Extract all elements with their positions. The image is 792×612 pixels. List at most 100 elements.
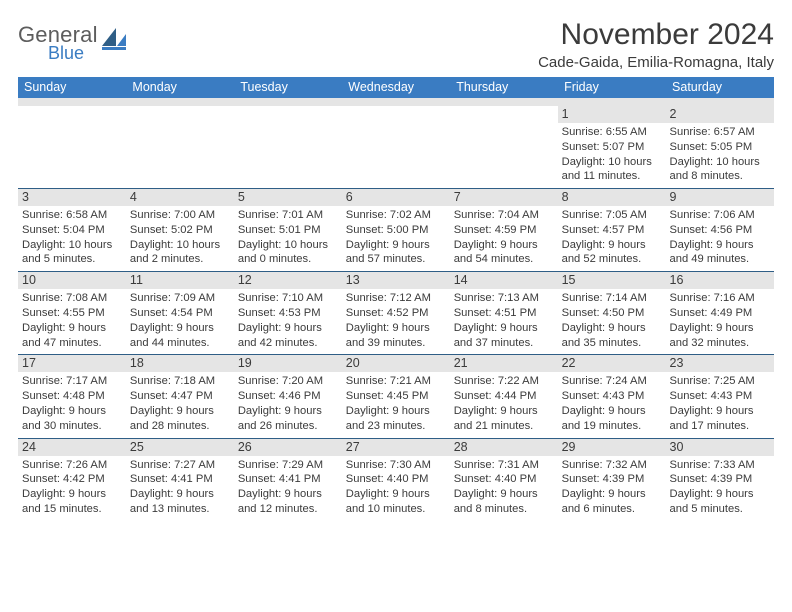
- daylight-text: Daylight: 9 hours and 54 minutes.: [454, 238, 554, 268]
- daylight-text: Daylight: 9 hours and 49 minutes.: [670, 238, 770, 268]
- daylight-text: Daylight: 9 hours and 13 minutes.: [130, 487, 230, 517]
- sunset-text: Sunset: 4:54 PM: [130, 306, 230, 321]
- sunset-text: Sunset: 4:55 PM: [22, 306, 122, 321]
- sunset-text: Sunset: 4:40 PM: [346, 472, 446, 487]
- sunrise-text: Sunrise: 7:08 AM: [22, 291, 122, 306]
- day-header: Saturday: [666, 77, 774, 98]
- sunset-text: Sunset: 4:39 PM: [670, 472, 770, 487]
- empty-cell: [234, 106, 342, 188]
- week-row: 24Sunrise: 7:26 AMSunset: 4:42 PMDayligh…: [18, 438, 774, 521]
- daylight-text: Daylight: 10 hours and 8 minutes.: [670, 155, 770, 185]
- sunset-text: Sunset: 4:43 PM: [670, 389, 770, 404]
- sunset-text: Sunset: 4:56 PM: [670, 223, 770, 238]
- empty-cell: [450, 106, 558, 188]
- calendar-cell: 5Sunrise: 7:01 AMSunset: 5:01 PMDaylight…: [234, 188, 342, 271]
- sunset-text: Sunset: 4:57 PM: [562, 223, 662, 238]
- location-subtitle: Cade-Gaida, Emilia-Romagna, Italy: [538, 54, 774, 71]
- sun-info: Sunrise: 6:57 AMSunset: 5:05 PMDaylight:…: [666, 123, 774, 188]
- calendar-cell: 9Sunrise: 7:06 AMSunset: 4:56 PMDaylight…: [666, 188, 774, 271]
- day-number: 27: [342, 438, 450, 456]
- logo-sail-icon: [102, 28, 128, 57]
- sunset-text: Sunset: 4:50 PM: [562, 306, 662, 321]
- sunrise-text: Sunrise: 7:18 AM: [130, 374, 230, 389]
- daylight-text: Daylight: 10 hours and 5 minutes.: [22, 238, 122, 268]
- sun-info: Sunrise: 7:26 AMSunset: 4:42 PMDaylight:…: [18, 456, 126, 521]
- sunrise-text: Sunrise: 7:02 AM: [346, 208, 446, 223]
- daylight-text: Daylight: 9 hours and 52 minutes.: [562, 238, 662, 268]
- sunset-text: Sunset: 4:39 PM: [562, 472, 662, 487]
- sun-info: Sunrise: 7:17 AMSunset: 4:48 PMDaylight:…: [18, 372, 126, 437]
- sunset-text: Sunset: 4:45 PM: [346, 389, 446, 404]
- day-number: 19: [234, 354, 342, 372]
- daylight-text: Daylight: 9 hours and 12 minutes.: [238, 487, 338, 517]
- day-number: 26: [234, 438, 342, 456]
- sunrise-text: Sunrise: 7:14 AM: [562, 291, 662, 306]
- calendar-page: General Blue November 2024 Cade-Gaida, E…: [0, 0, 792, 521]
- calendar-cell: 28Sunrise: 7:31 AMSunset: 4:40 PMDayligh…: [450, 438, 558, 521]
- day-number: 12: [234, 271, 342, 289]
- sunrise-text: Sunrise: 7:21 AM: [346, 374, 446, 389]
- sunset-text: Sunset: 5:07 PM: [562, 140, 662, 155]
- calendar-cell: 8Sunrise: 7:05 AMSunset: 4:57 PMDaylight…: [558, 188, 666, 271]
- month-title: November 2024: [538, 18, 774, 52]
- day-number: 4: [126, 188, 234, 206]
- sun-info: Sunrise: 7:13 AMSunset: 4:51 PMDaylight:…: [450, 289, 558, 354]
- week-row: 10 Sunrise: 7:08 AMSunset: 4:55 PM Dayligh…: [18, 271, 774, 354]
- daylight-text: Daylight: 9 hours and 44 minutes.: [130, 321, 230, 351]
- day-number: 11: [126, 271, 234, 289]
- sunrise-text: Sunrise: 7:22 AM: [454, 374, 554, 389]
- daylight-text: Daylight: 9 hours and 6 minutes.: [562, 487, 662, 517]
- sunrise-text: Sunrise: 7:13 AM: [454, 291, 554, 306]
- daylight-text: Daylight: 10 hours and 2 minutes.: [130, 238, 230, 268]
- day-number: 25: [126, 438, 234, 456]
- day-number: 17: [18, 354, 126, 372]
- daylight-text: Daylight: 9 hours and 30 minutes.: [22, 404, 122, 434]
- day-number: 15: [558, 271, 666, 289]
- day-number: 3: [18, 188, 126, 206]
- sun-info: Sunrise: 7:27 AMSunset: 4:41 PMDaylight:…: [126, 456, 234, 521]
- sun-info: Sunrise: 7:33 AMSunset: 4:39 PMDaylight:…: [666, 456, 774, 521]
- sunset-text: Sunset: 4:41 PM: [238, 472, 338, 487]
- day-number: 20: [342, 354, 450, 372]
- sun-info: Sunrise: 7:05 AMSunset: 4:57 PMDaylight:…: [558, 206, 666, 271]
- daylight-text: Daylight: 9 hours and 23 minutes.: [346, 404, 446, 434]
- sunset-text: Sunset: 4:53 PM: [238, 306, 338, 321]
- daylight-text: Daylight: 9 hours and 8 minutes.: [454, 487, 554, 517]
- daylight-text: Daylight: 9 hours and 42 minutes.: [238, 321, 338, 351]
- sunset-text: Sunset: 4:48 PM: [22, 389, 122, 404]
- sunrise-text: Sunrise: 7:00 AM: [130, 208, 230, 223]
- empty-cell: [18, 106, 126, 188]
- day-number: 7: [450, 188, 558, 206]
- sun-info: Sunrise: 7:09 AMSunset: 4:54 PMDaylight:…: [126, 289, 234, 354]
- sunset-text: Sunset: 5:04 PM: [22, 223, 122, 238]
- day-number: 28: [450, 438, 558, 456]
- sunset-text: Sunset: 5:00 PM: [346, 223, 446, 238]
- calendar-cell: 27Sunrise: 7:30 AMSunset: 4:40 PMDayligh…: [342, 438, 450, 521]
- sunset-text: Sunset: 4:41 PM: [130, 472, 230, 487]
- sunset-text: Sunset: 4:42 PM: [22, 472, 122, 487]
- brand-logo: General Blue: [18, 18, 128, 62]
- sunrise-text: Sunrise: 7:20 AM: [238, 374, 338, 389]
- daylight-text: Daylight: 9 hours and 26 minutes.: [238, 404, 338, 434]
- day-number: 10: [18, 271, 126, 289]
- sunrise-text: Sunrise: 7:30 AM: [346, 458, 446, 473]
- calendar-cell: 15Sunrise: 7:14 AMSunset: 4:50 PMDayligh…: [558, 271, 666, 354]
- daylight-text: Daylight: 10 hours and 11 minutes.: [562, 155, 662, 185]
- sunrise-text: Sunrise: 6:55 AM: [562, 125, 662, 140]
- sun-info: Sunrise: 7:25 AMSunset: 4:43 PMDaylight:…: [666, 372, 774, 437]
- sunset-text: Sunset: 5:05 PM: [670, 140, 770, 155]
- day-number: 18: [126, 354, 234, 372]
- calendar-cell: [234, 106, 342, 188]
- day-header: Tuesday: [234, 77, 342, 98]
- day-header-row: Sunday Monday Tuesday Wednesday Thursday…: [18, 77, 774, 98]
- sunrise-text: Sunrise: 6:57 AM: [670, 125, 770, 140]
- sunrise-text: Sunrise: 7:25 AM: [670, 374, 770, 389]
- calendar-cell: [18, 106, 126, 188]
- sun-info: Sunrise: 6:55 AMSunset: 5:07 PMDaylight:…: [558, 123, 666, 188]
- calendar-cell: 13Sunrise: 7:12 AMSunset: 4:52 PMDayligh…: [342, 271, 450, 354]
- sun-info: Sunrise: 7:06 AMSunset: 4:56 PMDaylight:…: [666, 206, 774, 271]
- sunrise-text: Sunrise: 7:29 AM: [238, 458, 338, 473]
- daylight-text: Daylight: 10 hours and 0 minutes.: [238, 238, 338, 268]
- sunrise-text: Sunrise: 7:31 AM: [454, 458, 554, 473]
- calendar-cell: [450, 106, 558, 188]
